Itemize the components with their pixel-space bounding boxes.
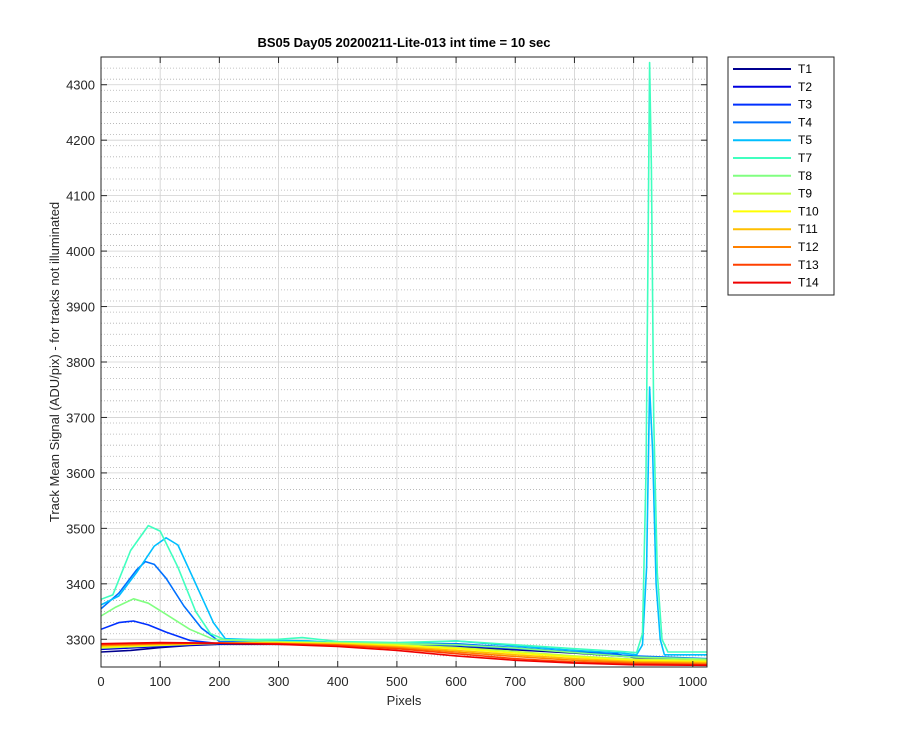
x-tick-label: 800	[564, 674, 586, 689]
major-grid	[100, 57, 707, 667]
legend-label-t9: T9	[798, 187, 812, 201]
chart-title: BS05 Day05 20200211-Lite-013 int time = …	[257, 35, 550, 50]
y-tick-label: 3800	[66, 355, 95, 370]
x-tick-label: 200	[209, 674, 231, 689]
legend-label-t14: T14	[798, 276, 819, 290]
legend-label-t3: T3	[798, 98, 812, 112]
legend-label-t12: T12	[798, 240, 819, 254]
series-line-t14	[101, 641, 707, 667]
y-tick-label: 4200	[66, 133, 95, 148]
legend-label-t5: T5	[798, 133, 812, 147]
legend-label-t10: T10	[798, 204, 819, 218]
y-tick-label: 3400	[66, 577, 95, 592]
y-axis-label: Track Mean Signal (ADU/pix) - for tracks…	[47, 202, 62, 522]
ticks	[100, 57, 707, 667]
legend-label-t1: T1	[798, 62, 812, 76]
series-line-t7	[101, 61, 707, 654]
y-tick-label: 3500	[66, 521, 95, 536]
x-tick-label: 1000	[678, 674, 707, 689]
x-tick-label: 400	[327, 674, 349, 689]
x-axis-label: Pixels	[387, 693, 422, 708]
series-line-t8	[101, 598, 707, 660]
legend-label-t7: T7	[798, 151, 812, 165]
x-tick-label: 300	[268, 674, 290, 689]
minor-grid	[101, 56, 707, 668]
x-tick-label: 500	[386, 674, 408, 689]
x-tick-label: 600	[445, 674, 467, 689]
y-tick-labels: 3300 3400 3500 3600 3700 3800 3900 4000 4100 4200…	[66, 78, 95, 648]
x-tick-labels: 0 100 200 300 400 500 600 700 800 900 1000	[97, 674, 707, 689]
legend-label-t8: T8	[798, 169, 812, 183]
series-lines	[101, 61, 707, 667]
legend-label-t4: T4	[798, 115, 812, 129]
x-tick-label: 700	[504, 674, 526, 689]
x-tick-label: 0	[97, 674, 104, 689]
x-tick-label: 100	[149, 674, 171, 689]
plot-area	[100, 56, 708, 668]
legend-label-t2: T2	[798, 80, 812, 94]
legend: T1 T2 T3 T4 T5 T7 T8 T9 T10 T11 T12 T13 T14	[727, 56, 835, 296]
y-tick-label: 3600	[66, 466, 95, 481]
y-tick-label: 3900	[66, 300, 95, 315]
legend-label-t13: T13	[798, 258, 819, 272]
y-tick-label: 4100	[66, 189, 95, 204]
legend-items: T1 T2 T3 T4 T5 T7 T8 T9 T10 T11 T12 T13 T14	[733, 62, 819, 290]
y-tick-label: 3700	[66, 410, 95, 425]
x-tick-label: 900	[623, 674, 645, 689]
y-tick-label: 3300	[66, 632, 95, 647]
legend-label-t11: T11	[798, 222, 818, 236]
y-tick-label: 4300	[66, 78, 95, 93]
y-tick-label: 4000	[66, 244, 95, 259]
